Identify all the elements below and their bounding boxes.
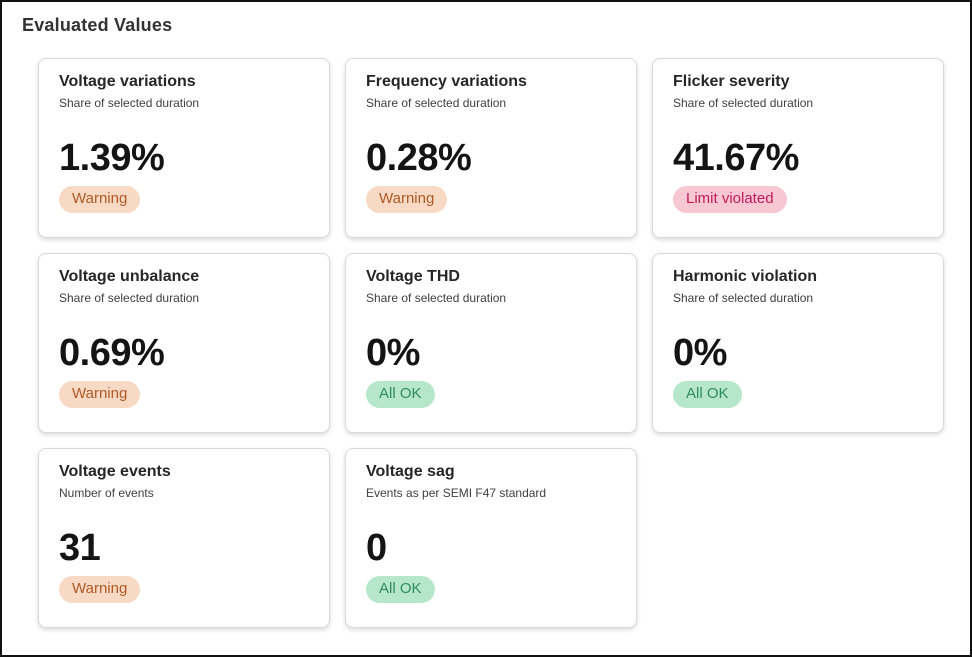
kpi-card[interactable]: Frequency variations Share of selected d… — [345, 58, 637, 238]
kpi-card-title: Harmonic violation — [673, 268, 818, 285]
kpi-card-subtitle: Share of selected duration — [673, 95, 814, 110]
kpi-card-value: 31 — [59, 526, 101, 569]
kpi-card-value: 0 — [366, 526, 387, 569]
status-badge: Warning — [59, 380, 141, 408]
kpi-card-title: Voltage THD — [366, 268, 460, 285]
status-badge: Limit violated — [673, 185, 787, 213]
status-badge: All OK — [673, 380, 742, 408]
kpi-card-title: Voltage sag — [366, 463, 455, 480]
kpi-card-subtitle: Share of selected duration — [673, 290, 814, 305]
kpi-card-subtitle: Share of selected duration — [366, 290, 507, 305]
kpi-card[interactable]: Voltage events Number of events 31 Warni… — [38, 448, 330, 628]
kpi-card-value: 0.69% — [59, 331, 165, 374]
kpi-card-subtitle: Events as per SEMI F47 standard — [366, 485, 547, 500]
kpi-card[interactable]: Voltage THD Share of selected duration 0… — [345, 253, 637, 433]
kpi-card-subtitle: Share of selected duration — [366, 95, 507, 110]
kpi-card[interactable]: Flicker severity Share of selected durat… — [652, 58, 944, 238]
kpi-card-title: Flicker severity — [673, 73, 790, 90]
kpi-card-value: 1.39% — [59, 136, 165, 179]
kpi-card-title: Voltage unbalance — [59, 268, 200, 285]
status-badge: All OK — [366, 575, 435, 603]
status-badge: All OK — [366, 380, 435, 408]
kpi-card-value: 41.67% — [673, 136, 799, 179]
kpi-card-subtitle: Number of events — [59, 485, 154, 500]
kpi-card-subtitle: Share of selected duration — [59, 95, 200, 110]
status-badge: Warning — [366, 185, 448, 213]
status-badge: Warning — [59, 575, 141, 603]
kpi-card-subtitle: Share of selected duration — [59, 290, 200, 305]
kpi-card[interactable]: Harmonic violation Share of selected dur… — [652, 253, 944, 433]
kpi-card-value: 0% — [673, 331, 727, 374]
kpi-card-title: Voltage events — [59, 463, 171, 480]
kpi-card[interactable]: Voltage variations Share of selected dur… — [38, 58, 330, 238]
kpi-card-value: 0.28% — [366, 136, 472, 179]
kpi-card-title: Frequency variations — [366, 73, 527, 90]
kpi-card[interactable]: Voltage sag Events as per SEMI F47 stand… — [345, 448, 637, 628]
page-title: Evaluated Values — [22, 15, 173, 35]
kpi-card[interactable]: Voltage unbalance Share of selected dura… — [38, 253, 330, 433]
kpi-card-value: 0% — [366, 331, 420, 374]
kpi-card-title: Voltage variations — [59, 73, 196, 90]
cards-grid: Voltage variations Share of selected dur… — [38, 58, 970, 628]
status-badge: Warning — [59, 185, 141, 213]
